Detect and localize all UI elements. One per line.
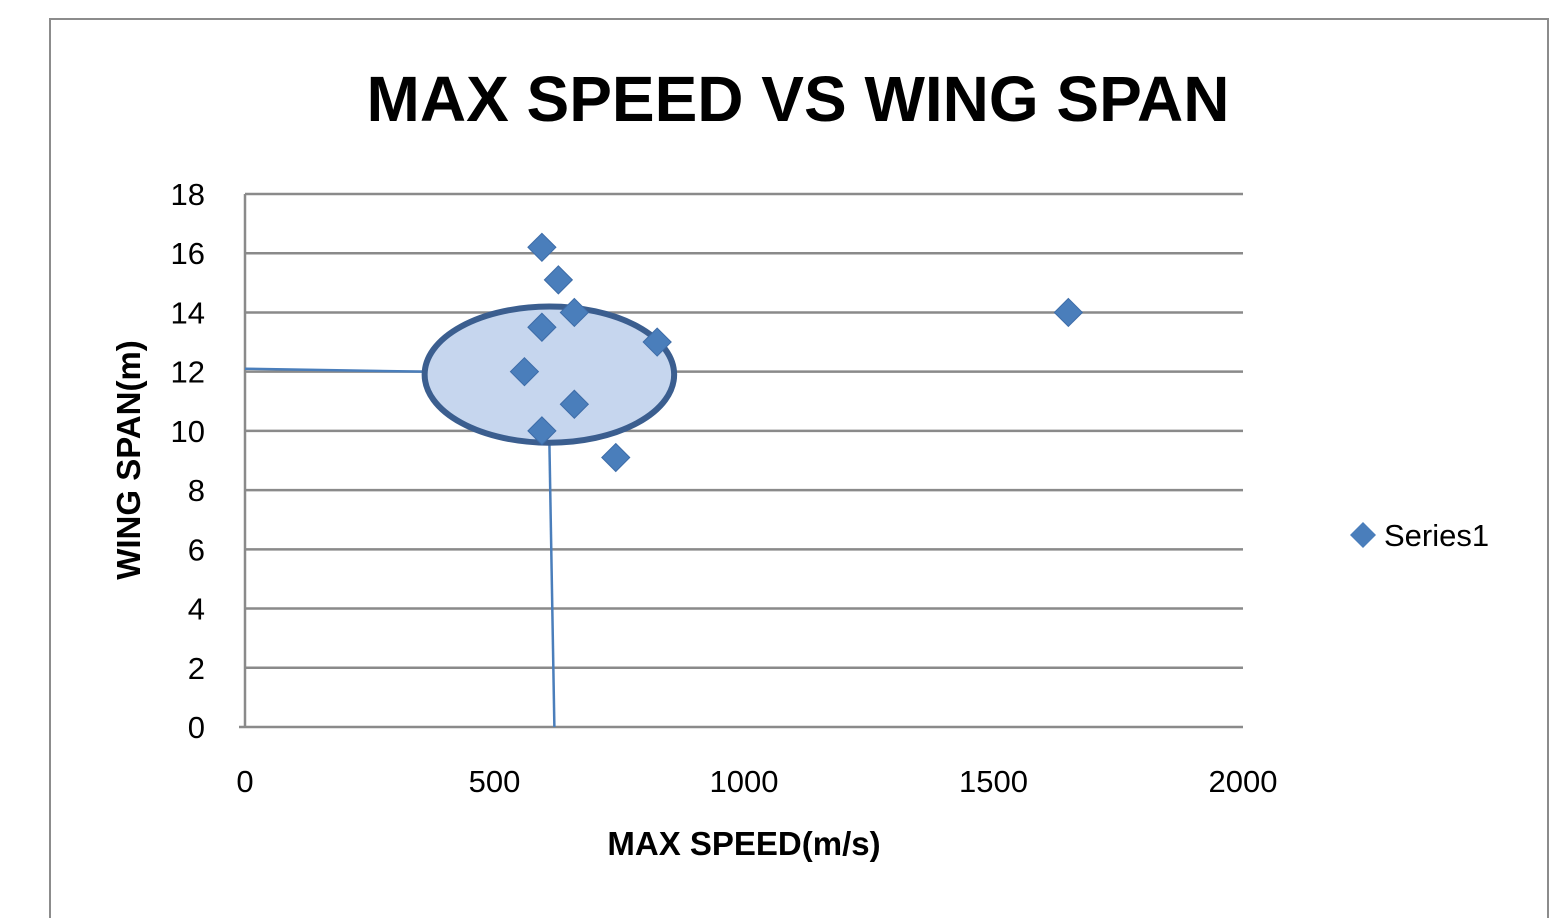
highlight-ellipse [421,303,678,446]
chart-title: MAX SPEED VS WING SPAN [367,63,1230,135]
data-points [509,232,1084,473]
y-tick-label: 6 [188,532,205,567]
y-axis-title: WING SPAN(m) [110,340,147,580]
x-tick-label: 0 [236,764,253,799]
y-tick-label: 10 [171,414,205,449]
y-tick-label: 14 [171,295,205,330]
grid-lines [245,192,1243,670]
data-point [1053,297,1084,328]
annotations [244,303,678,728]
data-point [543,265,574,295]
data-point [559,297,590,328]
x-tick-label: 500 [469,764,521,799]
legend-label: Series1 [1384,518,1489,553]
x-tick-label: 1500 [959,764,1028,799]
data-point [509,356,540,387]
x-tick-label: 2000 [1209,764,1278,799]
y-tick-label: 4 [188,592,205,627]
y-tick-label: 12 [171,355,205,390]
y-tick-label: 0 [188,710,205,745]
data-point [559,389,590,419]
x-tick-label: 1000 [710,764,779,799]
data-point [601,442,631,473]
axes [239,194,1243,729]
legend: Series1 [1350,518,1489,553]
y-tick-label: 2 [188,651,205,686]
data-point [527,312,557,342]
y-tick-label: 18 [171,177,205,212]
legend-marker-diamond-icon [1350,522,1376,548]
guide-line [548,442,556,728]
data-point [642,327,672,357]
y-tick-label: 8 [188,473,205,508]
tick-labels: 0 2 4 6 8 10 12 14 16 18 0 500 1000 1500 2000 [171,177,1278,799]
data-point [527,416,557,446]
y-tick-label: 16 [171,236,205,271]
chart-frame [49,18,1549,918]
guide-line [244,367,423,373]
data-point [527,232,557,263]
x-axis-title: MAX SPEED(m/s) [607,825,880,862]
